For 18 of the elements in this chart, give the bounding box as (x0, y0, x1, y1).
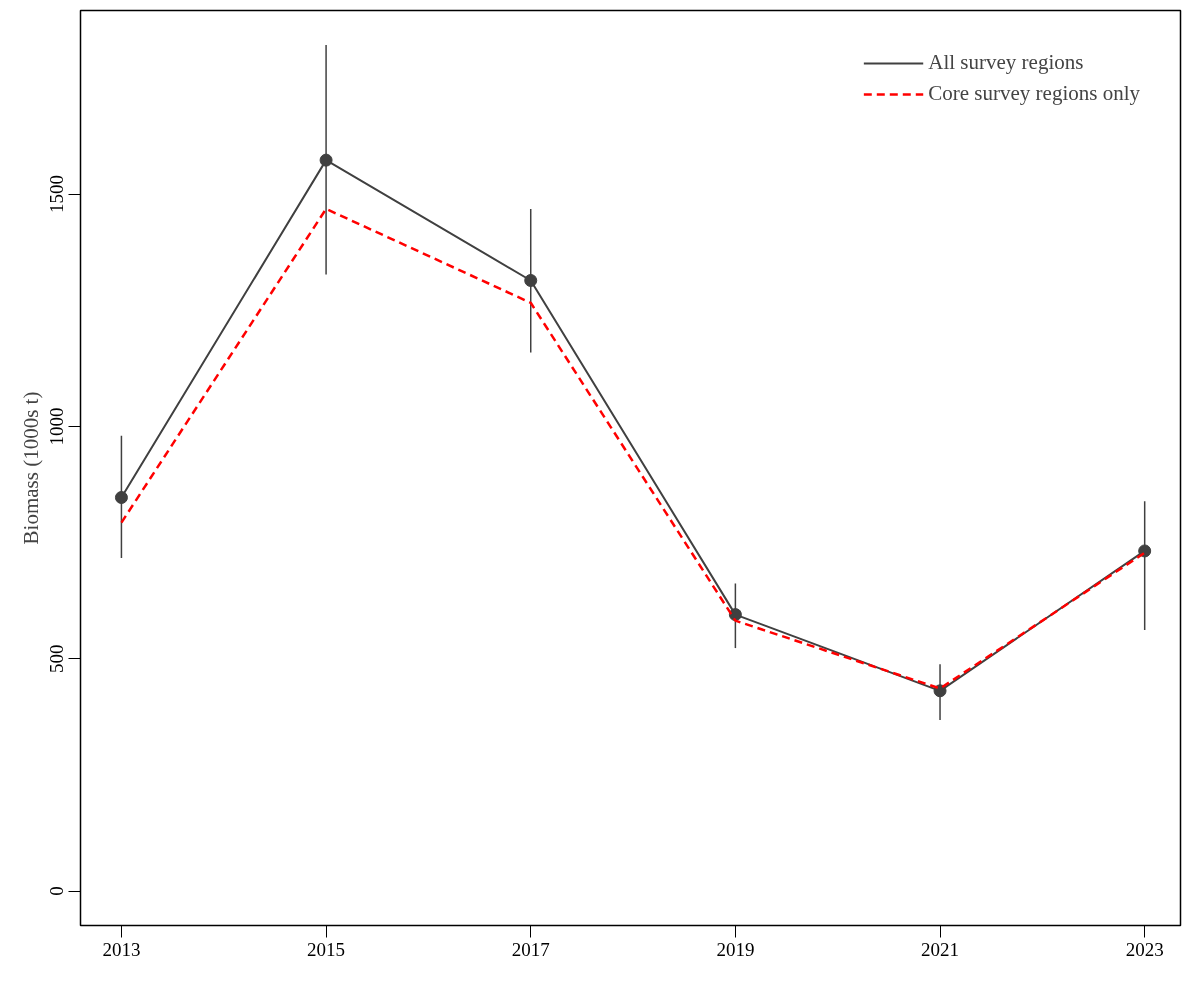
x-tick-label: 2023 (1125, 938, 1164, 960)
legend-label: All survey regions (928, 50, 1084, 75)
x-tick-label: 2013 (102, 938, 141, 960)
y-axis-title: Biomass (1000s t) (18, 391, 43, 545)
point (319, 153, 333, 167)
point (114, 491, 128, 504)
point (1138, 544, 1152, 558)
point (933, 684, 947, 698)
point (524, 274, 538, 287)
legend-label: Core survey regions only (928, 81, 1140, 106)
x-tick-label: 2015 (307, 938, 346, 960)
y-tick-label: 500 (46, 644, 68, 674)
y-tick-label: 0 (46, 886, 68, 896)
y-tick-label: 1500 (46, 175, 68, 214)
x-tick-label: 2021 (921, 938, 960, 960)
x-tick-label: 2019 (716, 938, 755, 960)
x-tick-label: 2017 (511, 938, 550, 960)
y-tick-label: 1000 (46, 407, 68, 446)
